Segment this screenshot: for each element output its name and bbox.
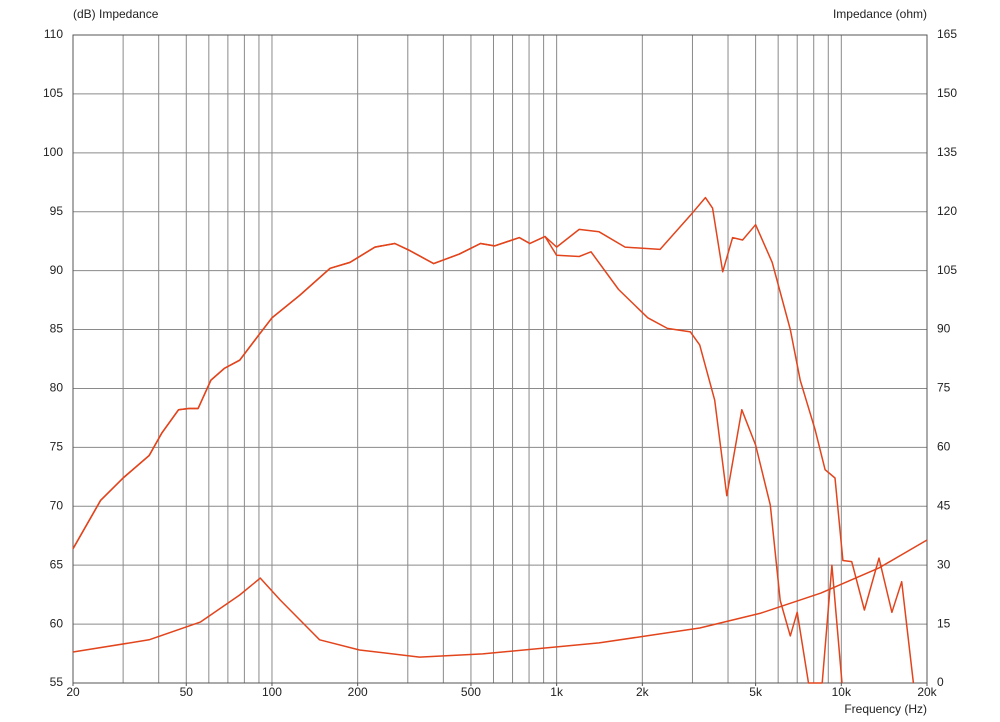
y2-tick-label: 105 [937,263,957,277]
x-tick-label: 1k [550,685,564,699]
x-tick-label: 2k [636,685,650,699]
y2-tick-label: 150 [937,86,957,100]
x-tick-label: 20 [66,685,80,699]
y-tick-label: 95 [50,204,64,218]
left-axis-title: (dB) Impedance [73,7,159,21]
y2-tick-label: 120 [937,204,957,218]
y-tick-label: 55 [50,675,64,689]
y2-tick-label: 60 [937,440,951,454]
x-tick-label: 5k [749,685,763,699]
x-tick-label: 20k [917,685,937,699]
right-axis-title: Impedance (ohm) [833,7,927,21]
y2-tick-label: 165 [937,27,957,41]
x-axis-title: Frequency (Hz) [844,702,927,716]
y-tick-label: 70 [50,498,64,512]
x-tick-label: 50 [180,685,194,699]
y2-tick-label: 75 [937,381,951,395]
series-line [72,235,843,684]
y-tick-label: 85 [50,322,64,336]
y2-tick-label: 45 [937,498,951,512]
y-tick-label: 90 [50,263,64,277]
plot-border [72,34,928,684]
y-tick-label: 80 [50,381,64,395]
y-tick-label: 110 [44,27,63,41]
y2-tick-label: 30 [937,557,951,571]
y2-tick-label: 90 [937,322,951,336]
y2-tick-label: 135 [937,145,957,159]
x-tick-label: 100 [262,685,282,699]
y-tick-label: 75 [50,440,64,454]
y2-tick-label: 15 [937,616,951,630]
y-tick-label: 100 [43,145,63,159]
x-tick-label: 10k [832,685,852,699]
x-tick-label: 200 [348,685,368,699]
y-tick-label: 60 [50,616,64,630]
y-tick-label: 105 [43,86,63,100]
x-tick-label: 500 [461,685,481,699]
y2-tick-label: 0 [937,675,944,689]
series-line [72,539,928,658]
y-tick-label: 65 [50,557,64,571]
